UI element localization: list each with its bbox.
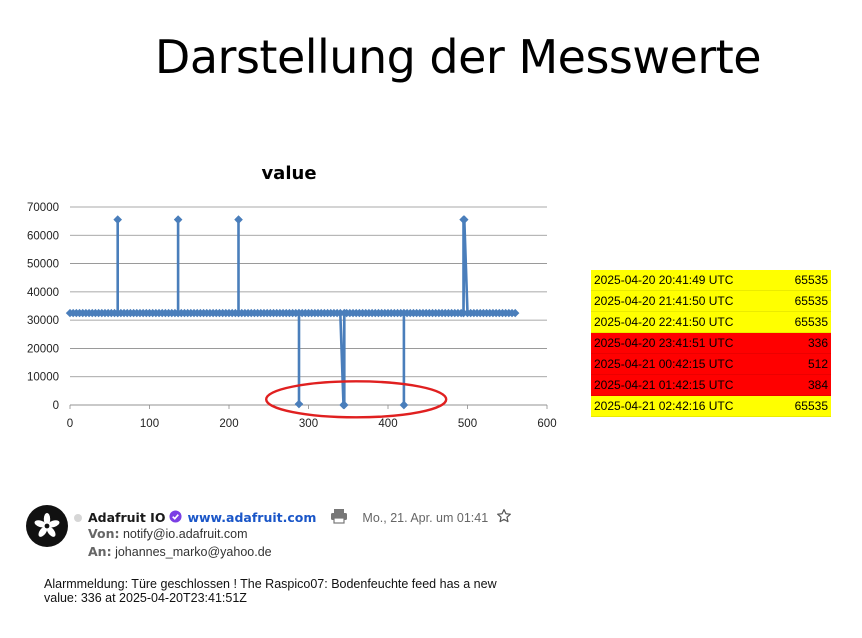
x-tick-label: 300 bbox=[299, 418, 318, 430]
chart-axes bbox=[69, 404, 548, 409]
data-point bbox=[399, 400, 409, 410]
y-tick-label: 30000 bbox=[27, 315, 59, 327]
value-cell: 384 bbox=[783, 374, 831, 396]
table-row: 2025-04-21 01:42:15 UTC 384 bbox=[591, 374, 831, 396]
y-tick-label: 50000 bbox=[27, 259, 59, 271]
email-date: Mo., 21. Apr. um 01:41 bbox=[362, 510, 489, 525]
data-point bbox=[173, 215, 183, 224]
email-body: Alarmmeldung: Türe geschlossen ! The Ras… bbox=[44, 577, 497, 605]
chart-highlight bbox=[265, 380, 448, 419]
slide-title: Darstellung der Messwerte bbox=[154, 30, 762, 84]
chart-title: value bbox=[261, 163, 316, 184]
x-tick-label: 600 bbox=[537, 418, 556, 430]
to-line: An: johannes_marko@yahoo.de bbox=[88, 544, 272, 559]
chart-grid bbox=[70, 206, 547, 406]
data-point bbox=[511, 308, 520, 318]
table-row: 2025-04-21 00:42:15 UTC 512 bbox=[591, 353, 831, 375]
sender-link[interactable]: www.adafruit.com bbox=[187, 510, 317, 525]
timestamp-cell: 2025-04-21 00:42:15 UTC bbox=[591, 353, 783, 375]
value-cell: 65535 bbox=[783, 395, 831, 417]
value-cell: 65535 bbox=[783, 311, 831, 333]
x-tick-label: 500 bbox=[458, 418, 477, 430]
y-tick-label: 10000 bbox=[27, 372, 59, 384]
data-point bbox=[234, 215, 243, 224]
x-tick-label: 200 bbox=[219, 418, 238, 430]
table-row: 2025-04-20 20:41:49 UTC 65535 bbox=[591, 270, 831, 291]
verified-icon bbox=[169, 509, 182, 526]
y-tick-label: 70000 bbox=[27, 202, 59, 214]
value-cell: 65535 bbox=[783, 270, 831, 291]
table-row: 2025-04-20 23:41:51 UTC 336 bbox=[591, 332, 831, 354]
table-row: 2025-04-20 21:41:50 UTC 65535 bbox=[591, 290, 831, 312]
timestamp-cell: 2025-04-21 02:42:16 UTC bbox=[591, 395, 783, 417]
data-point bbox=[460, 215, 469, 224]
x-tick-label: 0 bbox=[67, 418, 73, 430]
timestamp-cell: 2025-04-20 21:41:50 UTC bbox=[591, 290, 783, 312]
from-label: Von: bbox=[88, 526, 120, 541]
y-tick-label: 60000 bbox=[27, 230, 59, 242]
value-cell: 65535 bbox=[783, 290, 831, 312]
adafruit-logo-icon bbox=[26, 505, 68, 547]
y-tick-label: 20000 bbox=[27, 343, 59, 355]
measurement-table: 2025-04-20 20:41:49 UTC 65535 2025-04-20 2… bbox=[591, 270, 831, 417]
timestamp-cell: 2025-04-20 22:41:50 UTC bbox=[591, 311, 783, 333]
y-tick-label: 40000 bbox=[27, 287, 59, 299]
value-cell: 512 bbox=[783, 353, 831, 375]
from-line: Von: notify@io.adafruit.com bbox=[88, 526, 248, 541]
chart-tick-labels: 0 10000 20000 30000 40000 50000 60000 70000 0 100… bbox=[27, 202, 557, 430]
data-point bbox=[113, 215, 122, 224]
timestamp-cell: 2025-04-20 23:41:51 UTC bbox=[591, 332, 783, 354]
y-tick-label: 0 bbox=[53, 400, 59, 412]
data-point bbox=[294, 399, 304, 409]
chart-series bbox=[65, 215, 520, 410]
value-cell: 336 bbox=[783, 332, 831, 354]
x-tick-label: 400 bbox=[378, 418, 397, 430]
star-icon[interactable] bbox=[496, 508, 512, 527]
data-point bbox=[340, 400, 349, 410]
from-address: notify@io.adafruit.com bbox=[122, 527, 248, 541]
value-chart: value 0 10000 20000 30000 40000 50000 60000 700… bbox=[27, 163, 557, 430]
print-icon[interactable] bbox=[330, 508, 348, 527]
table-row: 2025-04-20 22:41:50 UTC 65535 bbox=[591, 311, 831, 333]
to-label: An: bbox=[88, 544, 112, 559]
to-address: johannes_marko@yahoo.de bbox=[115, 545, 272, 559]
sender-name: Adafruit IO bbox=[88, 510, 166, 525]
table-row: 2025-04-21 02:42:16 UTC 65535 bbox=[591, 395, 831, 417]
timestamp-cell: 2025-04-21 01:42:15 UTC bbox=[591, 374, 783, 396]
status-dot bbox=[74, 513, 82, 522]
timestamp-cell: 2025-04-20 20:41:49 UTC bbox=[591, 270, 783, 291]
x-tick-label: 100 bbox=[140, 418, 159, 430]
highlight-ellipse bbox=[265, 380, 448, 419]
